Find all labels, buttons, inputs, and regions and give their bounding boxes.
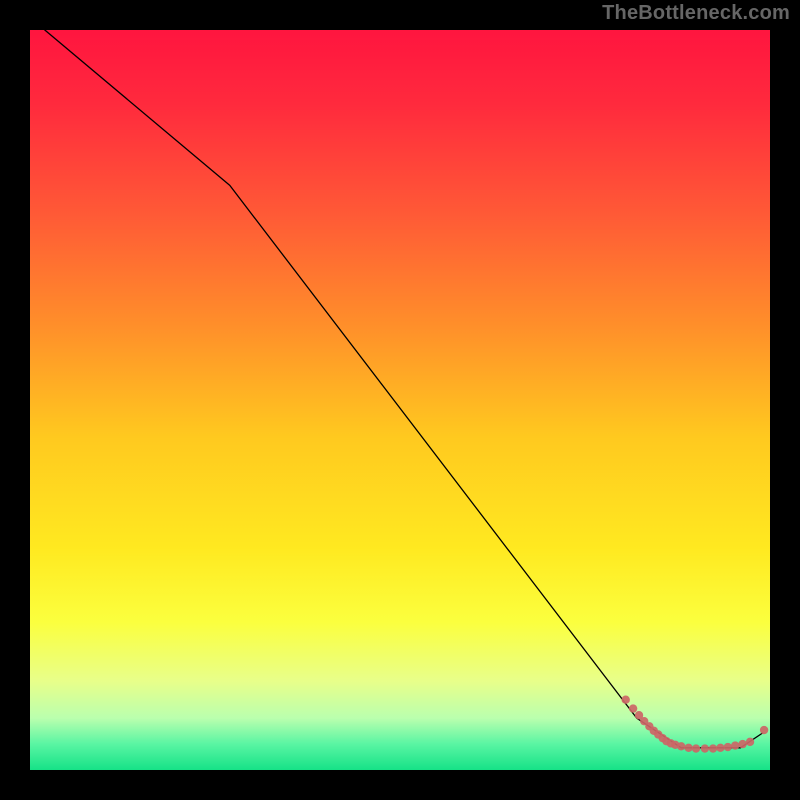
scatter-point (724, 743, 732, 751)
scatter-point (716, 744, 724, 752)
scatter-point (692, 744, 700, 752)
scatter-point (701, 744, 709, 752)
plot-background-gradient (30, 30, 770, 770)
scatter-point (731, 741, 739, 749)
scatter-point (677, 742, 685, 750)
bottleneck-chart (0, 0, 800, 800)
scatter-point (746, 738, 754, 746)
scatter-point (684, 744, 692, 752)
scatter-point (760, 726, 768, 734)
scatter-point (622, 696, 630, 704)
scatter-point (738, 740, 746, 748)
scatter-point (629, 704, 637, 712)
scatter-point (709, 744, 717, 752)
watermark-text: TheBottleneck.com (602, 2, 790, 25)
